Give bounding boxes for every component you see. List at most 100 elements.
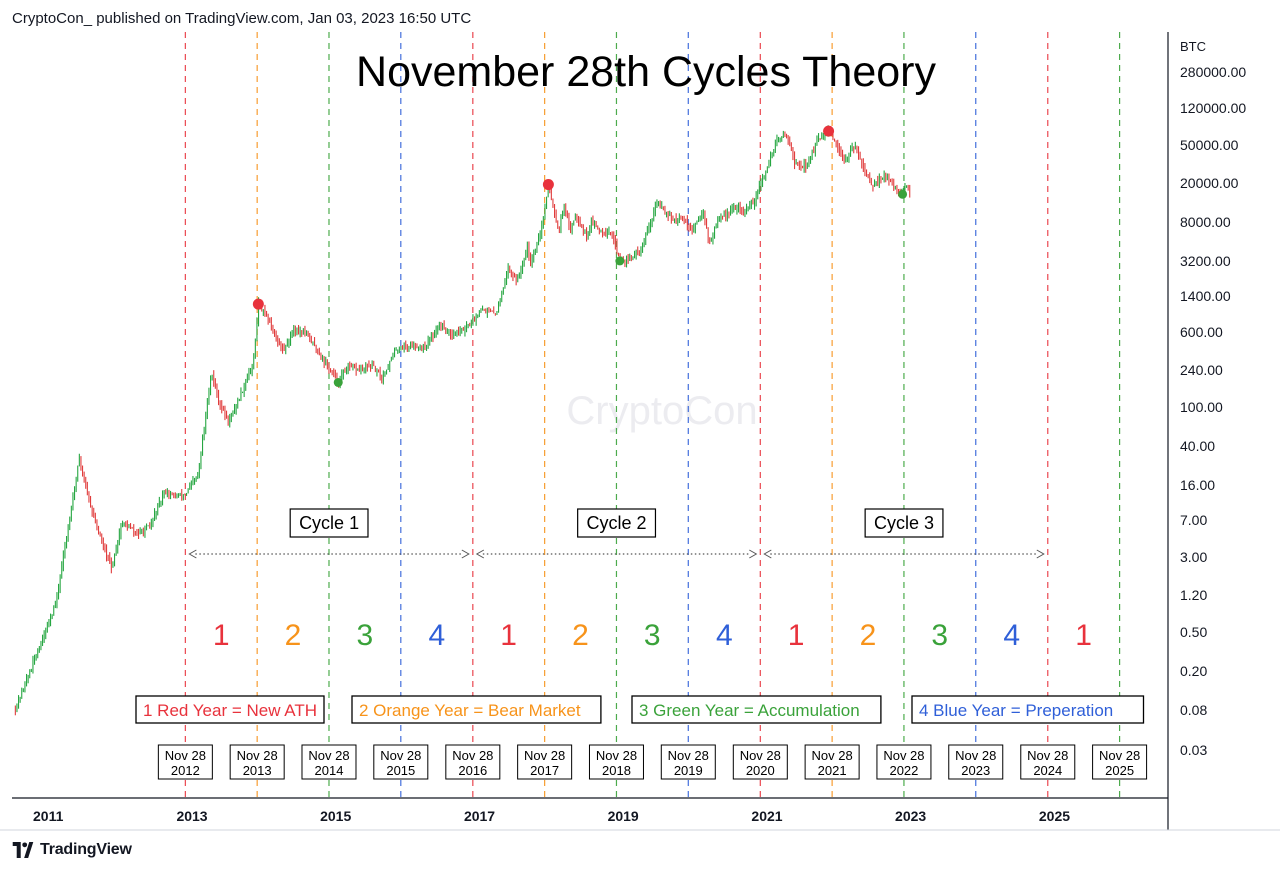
cycle-low-marker	[898, 189, 908, 199]
date-label-line2: 2017	[530, 763, 559, 778]
y-tick-label: 240.00	[1180, 362, 1223, 378]
year-number: 3	[931, 619, 948, 652]
year-number: 4	[428, 619, 445, 652]
ath-marker	[542, 179, 554, 191]
legend-box	[911, 695, 1145, 724]
arrow-right-icon	[1036, 549, 1045, 559]
y-tick-label: 16.00	[1180, 477, 1215, 493]
date-label-box	[804, 744, 860, 780]
date-label-line2: 2020	[746, 763, 775, 778]
watermark-text: CryptoCon	[566, 389, 757, 433]
y-tick-label: 7.00	[1180, 512, 1207, 528]
x-tick-label: 2017	[464, 808, 495, 824]
year-number: 2	[860, 619, 877, 652]
x-tick-label: 2023	[895, 808, 926, 824]
legend-text: 2 Orange Year = Bear Market	[359, 701, 581, 720]
y-axis-unit: BTC	[1180, 39, 1206, 54]
legend-box	[135, 695, 325, 724]
date-label-box	[588, 744, 644, 780]
year-number: 2	[285, 619, 302, 652]
legend-item: 3 Green Year = Accumulation	[631, 695, 882, 724]
date-label-line2: 2021	[818, 763, 847, 778]
date-label-line1: Nov 28	[1027, 748, 1068, 763]
year-number: 4	[716, 619, 733, 652]
date-label-line2: 2016	[458, 763, 487, 778]
legend-item: 2 Orange Year = Bear Market	[351, 695, 602, 724]
date-label-line2: 2018	[602, 763, 631, 778]
y-tick-label: 0.20	[1180, 663, 1207, 679]
cycle-annotation: Cycle 2	[475, 508, 758, 559]
x-tick-label: 2015	[320, 808, 351, 824]
year-number: 1	[213, 619, 230, 652]
y-tick-label: 3200.00	[1180, 253, 1231, 269]
legend-item: 4 Blue Year = Preperation	[911, 695, 1145, 724]
cycle-label-box	[864, 508, 944, 538]
arrow-right-icon	[749, 549, 758, 559]
date-label-line2: 2025	[1105, 763, 1134, 778]
date-label-line1: Nov 28	[596, 748, 637, 763]
date-label-line1: Nov 28	[524, 748, 565, 763]
cycle-annotation: Cycle 3	[763, 508, 1045, 559]
y-tick-label: 0.03	[1180, 742, 1207, 758]
cycle-label: Cycle 1	[299, 513, 359, 533]
cycle-annotation: Cycle 1	[188, 508, 470, 559]
date-label-box	[660, 744, 716, 780]
date-label-box	[876, 744, 932, 780]
legend-text: 1 Red Year = New ATH	[143, 701, 317, 720]
y-tick-label: 1.20	[1180, 587, 1207, 603]
date-label-box	[1020, 744, 1076, 780]
year-number: 1	[500, 619, 517, 652]
legend-text: 4 Blue Year = Preperation	[919, 701, 1113, 720]
date-label-line1: Nov 28	[955, 748, 996, 763]
legend-box	[351, 695, 602, 724]
publish-info: CryptoCon_ published on TradingView.com,…	[12, 10, 472, 27]
cycle-label: Cycle 3	[874, 513, 934, 533]
date-label-line1: Nov 28	[812, 748, 853, 763]
tradingview-name: TradingView	[40, 841, 132, 858]
y-tick-label: 600.00	[1180, 324, 1223, 340]
date-label-box	[948, 744, 1004, 780]
x-tick-label: 2025	[1039, 808, 1070, 824]
date-label-line1: Nov 28	[883, 748, 924, 763]
x-tick-label: 2013	[176, 808, 207, 824]
date-label-box	[229, 744, 285, 780]
y-tick-label: 0.50	[1180, 624, 1207, 640]
cycle-low-marker	[615, 256, 625, 266]
date-label-line2: 2012	[171, 763, 200, 778]
y-tick-label: 120000.00	[1180, 100, 1246, 116]
date-label-box	[445, 744, 501, 780]
y-tick-label: 8000.00	[1180, 214, 1231, 230]
year-number: 1	[1075, 619, 1092, 652]
arrow-right-icon	[461, 549, 470, 559]
date-label-line2: 2023	[961, 763, 990, 778]
cycle-low-marker	[333, 377, 343, 387]
y-tick-label: 0.08	[1180, 702, 1207, 718]
date-label-line2: 2015	[386, 763, 415, 778]
candles-group	[14, 125, 911, 716]
y-tick-label: 50000.00	[1180, 137, 1239, 153]
date-label-box	[732, 744, 788, 780]
date-label-box	[517, 744, 573, 780]
chart-title: November 28th Cycles Theory	[356, 48, 936, 96]
date-label-line1: Nov 28	[740, 748, 781, 763]
tradingview-brand[interactable]: TradingView	[12, 841, 132, 859]
arrow-left-icon	[475, 549, 485, 559]
date-label-line2: 2013	[243, 763, 272, 778]
date-label-line1: Nov 28	[237, 748, 278, 763]
legend-box	[631, 695, 882, 724]
date-label-box	[373, 744, 429, 780]
year-number: 2	[572, 619, 589, 652]
year-number: 3	[356, 619, 373, 652]
y-tick-label: 100.00	[1180, 399, 1223, 415]
arrow-left-icon	[188, 549, 197, 559]
date-label-line1: Nov 28	[452, 748, 493, 763]
